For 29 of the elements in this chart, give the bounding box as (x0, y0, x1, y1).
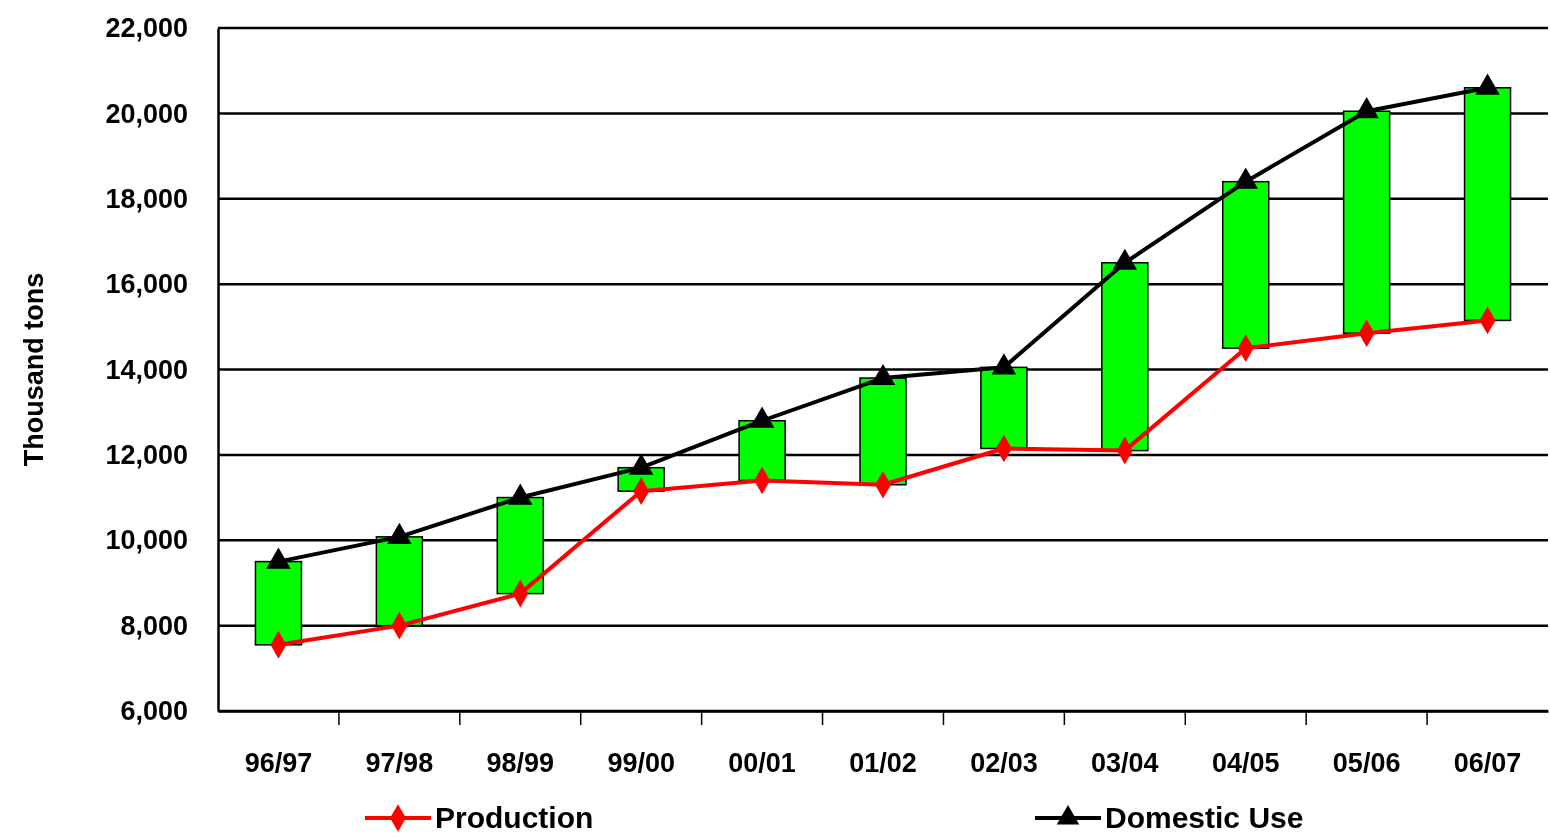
y-tick-label: 10,000 (105, 525, 188, 556)
point (870, 363, 896, 386)
y-tick-label: 8,000 (120, 610, 188, 641)
x-tick-label: 03/04 (1091, 748, 1159, 779)
x-tick-label: 01/02 (849, 748, 917, 779)
point (1475, 73, 1500, 95)
y-tick-label: 12,000 (105, 440, 188, 471)
x-tick-label: 06/07 (1453, 748, 1522, 779)
x-tick-label: 98/99 (486, 748, 555, 779)
x-tick-label: 04/05 (1211, 748, 1280, 779)
y-axis-title: Thousand tons (19, 272, 49, 467)
legend-label: Domestic Use (1105, 801, 1304, 834)
y-tick-label: 16,000 (105, 269, 188, 300)
x-tick-label: 96/97 (244, 748, 313, 779)
x-tick-label: 00/01 (728, 748, 796, 779)
point (1354, 97, 1379, 119)
x-tick-label: 02/03 (970, 748, 1038, 779)
point (991, 353, 1017, 375)
point (1233, 167, 1258, 189)
y-tick-label: 18,000 (105, 183, 188, 214)
x-tick-label: 99/00 (607, 748, 675, 779)
point (1112, 248, 1138, 270)
y-tick-label: 20,000 (105, 98, 188, 129)
x-tick-label: 05/06 (1332, 748, 1401, 779)
legend-label: Production (435, 801, 594, 834)
y-tick-label: 6,000 (120, 696, 188, 727)
y-tick-label: 22,000 (105, 13, 188, 44)
y-tick-label: 14,000 (105, 354, 188, 385)
x-tick-label: 97/98 (365, 748, 434, 779)
